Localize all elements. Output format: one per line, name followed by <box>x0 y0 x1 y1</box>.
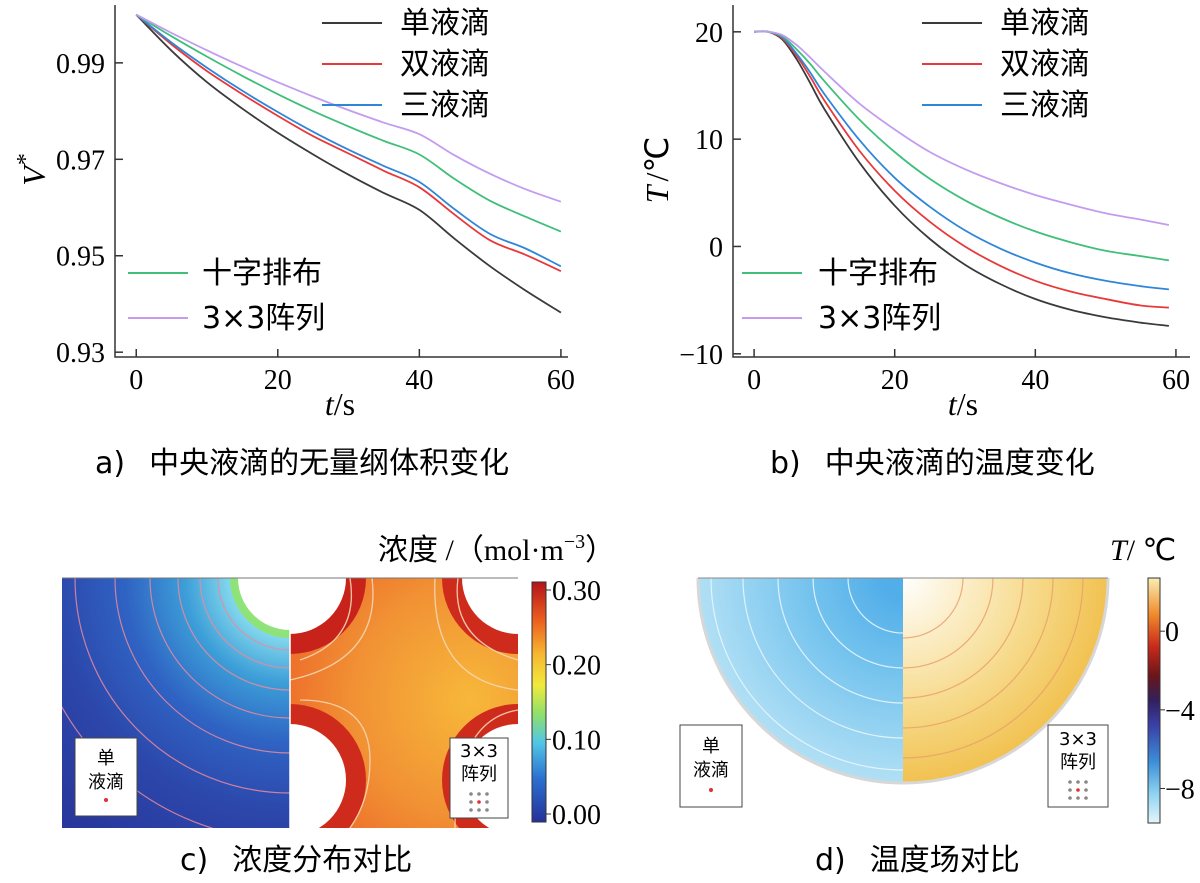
caption-c: c) 浓度分布对比 <box>180 843 412 878</box>
caption-a: a) 中央液滴的无量纲体积变化 <box>95 446 509 481</box>
y-tick-label-b-2: 10 <box>695 125 723 156</box>
series-line-b-2 <box>754 30 1169 291</box>
series-line-a-4 <box>135 13 562 203</box>
y-tick-label-b-1: 0 <box>709 232 723 263</box>
series-line-b-4 <box>754 30 1170 226</box>
series-line-a-0 <box>135 13 562 314</box>
concentration-field <box>62 577 518 828</box>
legend-label-a-1: 双液滴 <box>400 47 490 82</box>
x-tick-label-b-0: 0 <box>747 365 761 396</box>
chart-b: 0 20 40 60 −10 0 10 20 T/℃ t/s 单液滴 双液滴 三液滴 十字排布… <box>639 5 1190 422</box>
legend-label-b-0: 单液滴 <box>1000 6 1090 41</box>
series-line-a-1 <box>135 13 562 273</box>
colorbar-title-c: 浓度 /（mol·m−3） <box>378 531 615 567</box>
legend-label-b-2: 三液滴 <box>1000 88 1090 123</box>
svg-text:单: 单 <box>702 736 720 757</box>
series-line-a-3 <box>135 13 562 233</box>
x-tick-label-b-1: 20 <box>881 365 909 396</box>
legend-label-a-0: 单液滴 <box>400 6 490 41</box>
colorbar-tick-label-d-2: −8 <box>1165 775 1195 806</box>
svg-text:阵列: 阵列 <box>461 764 497 785</box>
series-lines-b <box>754 30 1170 327</box>
caption-b: b) 中央液滴的温度变化 <box>770 446 1095 481</box>
legend-label-b-3: 十字排布 <box>818 256 938 291</box>
concentration-inset-right: 3×3 阵列 <box>449 737 509 819</box>
series-line-b-0 <box>754 30 1170 327</box>
concentration-inset-left: 单 液滴 <box>74 737 138 817</box>
svg-text:液滴: 液滴 <box>693 760 729 781</box>
x-tick-label-a-1: 20 <box>264 365 292 396</box>
series-lines-a <box>135 13 562 314</box>
x-axis-label-b: t/s <box>948 386 978 422</box>
y-tick-label-b-3: 20 <box>695 18 723 49</box>
legend-top-a: 单液滴 双液滴 三液滴 <box>322 6 490 123</box>
colorbar-tick-label-c-1: 0.10 <box>552 725 601 756</box>
legend-bottom-b: 十字排布 3×3阵列 <box>742 256 941 336</box>
legend-label-a-3: 十字排布 <box>202 256 322 291</box>
y-tick-label-a-0: 0.93 <box>56 338 105 369</box>
series-line-a-2 <box>135 13 562 268</box>
x-tick-label-b-2: 40 <box>1021 365 1049 396</box>
svg-text:单: 单 <box>97 748 115 769</box>
x-tick-label-a-3: 60 <box>547 365 575 396</box>
svg-text:液滴: 液滴 <box>88 772 124 793</box>
y-tick-label-a-2: 0.97 <box>56 145 105 176</box>
y-axis-label-a: V* <box>13 154 52 186</box>
y-tick-label-b-0: −10 <box>679 340 723 371</box>
ticks-a: 0 20 40 60 0.93 0.95 0.97 0.99 <box>56 49 575 396</box>
y-axis-label-b: T/℃ <box>639 137 675 204</box>
svg-text:3×3: 3×3 <box>1059 729 1097 750</box>
y-tick-label-a-1: 0.95 <box>56 242 105 273</box>
colorbar-temperature: T/ ℃ 0 −4 −8 <box>1110 534 1195 824</box>
colorbar-tick-label-c-0: 0.00 <box>552 800 601 831</box>
x-axis-label-a: t/s <box>325 386 355 422</box>
colorbar-concentration: 浓度 /（mol·m−3） 0.00 0.10 0.20 0.30 <box>378 531 615 831</box>
colorbar-tick-label-d-1: −4 <box>1165 696 1195 727</box>
colorbar-title-d: T/ ℃ <box>1110 534 1176 567</box>
legend-label-a-4: 3×3阵列 <box>202 301 325 336</box>
svg-text:阵列: 阵列 <box>1060 752 1096 773</box>
chart-a: 0 20 40 60 0.93 0.95 0.97 0.99 V* t/s 单液滴 双液滴 三… <box>13 5 575 422</box>
legend-label-b-1: 双液滴 <box>1000 47 1090 82</box>
legend-top-b: 单液滴 双液滴 三液滴 <box>922 6 1090 123</box>
x-tick-label-a-0: 0 <box>129 365 143 396</box>
x-tick-label-b-3: 60 <box>1162 365 1190 396</box>
colorbar-ticks-c: 0.00 0.10 0.20 0.30 <box>546 576 601 831</box>
colorbar-tick-label-d-0: 0 <box>1165 617 1179 648</box>
x-tick-label-a-2: 40 <box>405 365 433 396</box>
temperature-inset-left: 单 液滴 <box>679 724 743 808</box>
temperature-field <box>696 577 1110 785</box>
series-line-b-1 <box>754 30 1169 309</box>
colorbar-tick-label-c-2: 0.20 <box>552 651 601 682</box>
concentration-right-array <box>290 578 518 828</box>
svg-text:3×3: 3×3 <box>460 741 498 762</box>
caption-d: d) 温度场对比 <box>815 843 1020 878</box>
legend-label-a-2: 三液滴 <box>400 88 490 123</box>
legend-label-b-4: 3×3阵列 <box>818 301 941 336</box>
y-tick-label-a-3: 0.99 <box>56 49 105 80</box>
series-line-b-3 <box>754 30 1170 262</box>
temperature-inset-right: 3×3 阵列 <box>1047 724 1109 808</box>
colorbar-ticks-d: 0 −4 −8 <box>1160 617 1195 806</box>
axes-frame-b <box>732 5 1190 358</box>
legend-bottom-a: 十字排布 3×3阵列 <box>128 256 325 336</box>
colorbar-tick-label-c-3: 0.30 <box>552 576 601 607</box>
axes-frame-a <box>114 5 568 358</box>
ticks-b: 0 20 40 60 −10 0 10 20 <box>679 18 1190 396</box>
